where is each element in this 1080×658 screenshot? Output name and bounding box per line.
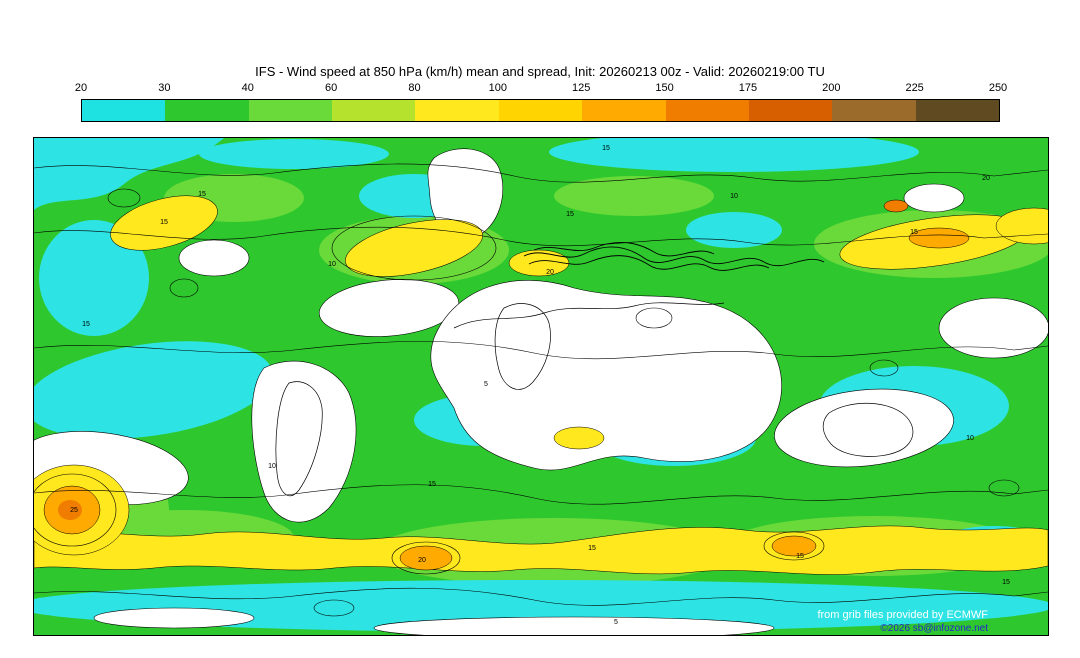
contour-label: 10 — [328, 261, 336, 268]
attribution-source: from grib files provided by ECMWF — [817, 609, 988, 621]
contour-label: 5 — [614, 619, 618, 626]
colorbar-tick: 125 — [571, 82, 591, 94]
colorbar-segment — [748, 100, 833, 121]
colorbar-tick: 175 — [738, 82, 758, 94]
contour-label: 15 — [82, 321, 90, 328]
colorbar-segment — [915, 100, 999, 121]
map-low-wind-white — [34, 148, 1048, 635]
colorbar-tick: 250 — [988, 82, 1008, 94]
contour-label: 15 — [428, 481, 436, 488]
contour-label: 5 — [484, 381, 488, 388]
contour-label: 15 — [160, 219, 168, 226]
contour-label: 15 — [566, 211, 574, 218]
contour-label: 15 — [588, 545, 596, 552]
map-band-orange — [43, 199, 970, 571]
contour-label: 25 — [70, 507, 78, 514]
colorbar-tick: 20 — [74, 82, 88, 94]
colorbar-segment — [82, 100, 166, 121]
contour-label: 15 — [602, 145, 610, 152]
contour-label: 15 — [910, 229, 918, 236]
attribution-copyright: ©2026 sb@infozone.net — [880, 623, 988, 634]
map-contour-lines — [34, 163, 1048, 617]
world-wind-map: 15 20 15 15 10 15 15 20 10 15 5 10 15 10 25 20 15 15 15 5 — [34, 138, 1048, 635]
contour-label: 20 — [418, 557, 426, 564]
contour-label: 10 — [966, 435, 974, 442]
colorbar-segment — [832, 100, 916, 121]
contour-label: 20 — [546, 269, 554, 276]
contour-value-labels: 15 20 15 15 10 15 15 20 10 15 5 10 15 10 25 20 15 15 15 5 — [70, 145, 1010, 626]
map-contour-cluster — [523, 241, 825, 271]
chart-title: IFS - Wind speed at 850 hPa (km/h) mean … — [255, 64, 825, 79]
colorbar — [81, 99, 1000, 122]
colorbar-tick: 150 — [655, 82, 674, 94]
contour-label: 20 — [982, 175, 990, 182]
contour-label: 10 — [730, 193, 738, 200]
contour-label: 15 — [1002, 579, 1010, 586]
colorbar-segment — [332, 100, 416, 121]
colorbar-tick: 100 — [488, 82, 507, 94]
contour-label: 15 — [198, 191, 206, 198]
colorbar-segment — [415, 100, 499, 121]
colorbar-segment — [165, 100, 249, 121]
colorbar-tick: 225 — [905, 82, 924, 94]
map-coastlines — [275, 302, 914, 496]
colorbar-tick-labels: 20 30 40 60 80 100 125 150 175 200 225 250 — [75, 82, 1007, 95]
colorbar-segment — [582, 100, 666, 121]
colorbar-tick: 40 — [241, 82, 254, 94]
contour-label: 10 — [268, 463, 276, 470]
colorbar-segment — [498, 100, 583, 121]
colorbar-tick: 80 — [408, 82, 421, 94]
colorbar-segment — [665, 100, 749, 121]
colorbar-tick: 60 — [324, 82, 338, 94]
contour-label: 15 — [796, 553, 804, 560]
colorbar-tick: 200 — [822, 82, 841, 94]
map-area: 15 20 15 15 10 15 15 20 10 15 5 10 15 10 25 20 15 15 15 5 f… — [33, 137, 1049, 636]
colorbar-segment — [248, 100, 333, 121]
colorbar-tick: 30 — [158, 82, 171, 94]
